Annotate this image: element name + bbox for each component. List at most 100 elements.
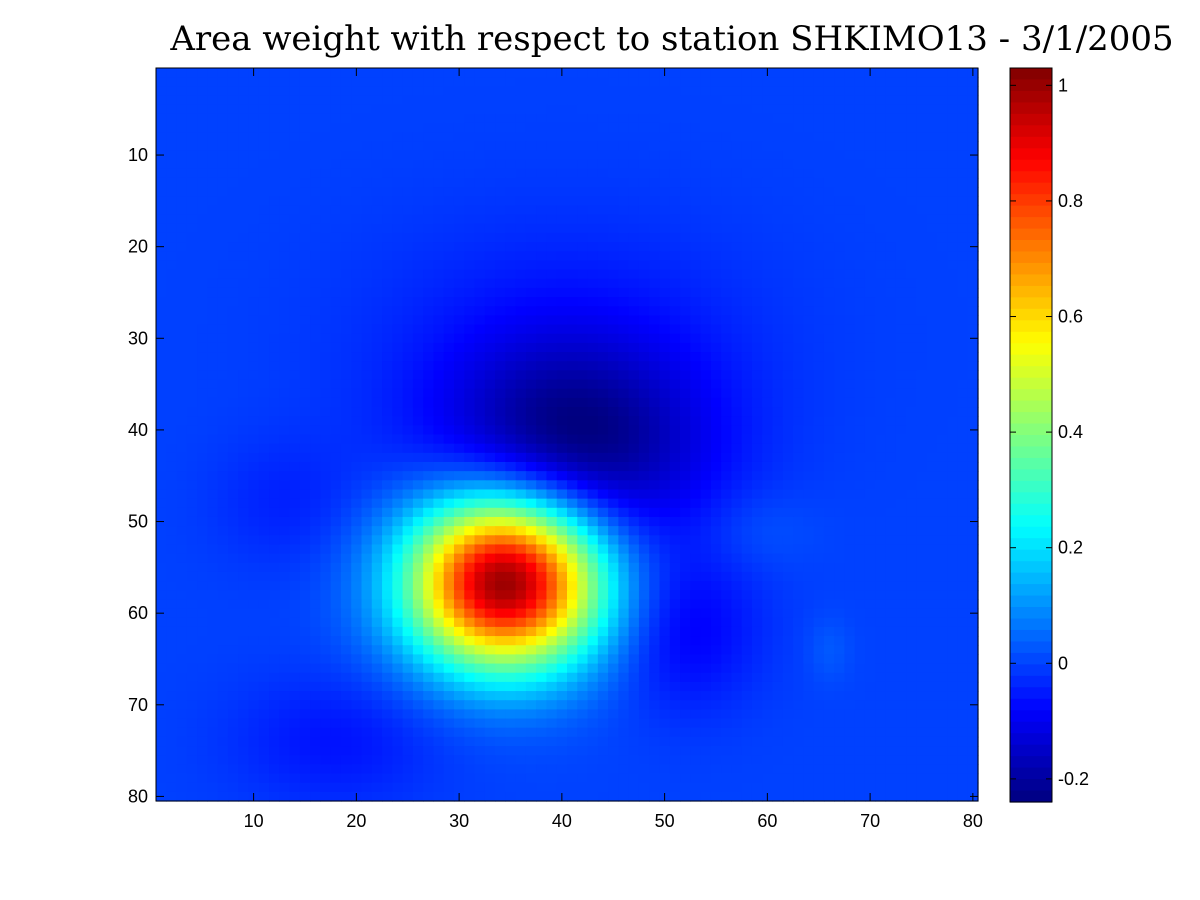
heatmap-cell <box>803 196 815 207</box>
heatmap-cell <box>649 388 661 399</box>
heatmap-cell <box>813 232 825 243</box>
heatmap-cell <box>495 77 506 87</box>
heatmap-cell <box>916 361 928 371</box>
heatmap-cell <box>844 306 856 316</box>
heatmap-cell <box>731 223 743 234</box>
heatmap-cell <box>936 516 948 527</box>
heatmap-cell <box>495 516 506 527</box>
heatmap-cell <box>906 498 917 509</box>
heatmap-cell <box>227 617 239 628</box>
heatmap-cell <box>412 122 424 133</box>
heatmap-cell <box>721 553 733 564</box>
heatmap-cell <box>474 187 486 197</box>
heatmap-cell <box>762 242 774 252</box>
heatmap-cell <box>382 407 393 417</box>
heatmap-cell <box>751 416 763 426</box>
heatmap-cell <box>875 526 887 536</box>
heatmap-cell <box>330 370 342 381</box>
heatmap-cell <box>474 77 486 87</box>
heatmap-cell <box>751 452 763 463</box>
heatmap-cell <box>269 461 280 472</box>
heatmap-cell <box>227 498 239 509</box>
heatmap-cell <box>854 516 866 527</box>
heatmap-cell <box>453 306 465 316</box>
heatmap-cell <box>340 498 352 509</box>
heatmap-cell <box>412 86 424 97</box>
heatmap-cell <box>567 535 578 546</box>
heatmap-cell <box>875 232 887 243</box>
heatmap-cell <box>525 77 537 87</box>
heatmap-cell <box>238 187 250 197</box>
heatmap-cell <box>238 397 250 408</box>
heatmap-cell <box>310 626 322 637</box>
heatmap-cell <box>248 168 260 179</box>
heatmap-cell <box>392 617 404 628</box>
heatmap-cell <box>371 443 383 454</box>
heatmap-cell <box>166 516 178 527</box>
heatmap-cell <box>721 544 733 555</box>
heatmap-cell <box>464 104 476 115</box>
heatmap-cell <box>505 562 517 573</box>
heatmap-cell <box>156 361 167 371</box>
heatmap-cell <box>906 196 917 207</box>
heatmap-cell <box>906 480 917 491</box>
heatmap-cell <box>382 489 393 500</box>
heatmap-cell <box>813 379 825 390</box>
heatmap-cell <box>515 544 527 555</box>
heatmap-cell <box>556 498 568 509</box>
heatmap-cell <box>330 242 342 252</box>
heatmap-cell <box>638 379 650 390</box>
heatmap-cell <box>371 324 383 335</box>
heatmap-cell <box>700 480 712 491</box>
heatmap-cell <box>906 361 917 371</box>
heatmap-cell <box>402 608 414 619</box>
heatmap-cell <box>464 507 476 518</box>
heatmap-cell <box>156 77 167 87</box>
heatmap-cell <box>310 232 322 243</box>
heatmap-cell <box>618 443 630 454</box>
heatmap-cell <box>310 489 322 500</box>
heatmap-cell <box>536 196 548 207</box>
heatmap-cell <box>577 159 589 170</box>
heatmap-cell <box>556 581 568 591</box>
heatmap-cell <box>279 297 291 307</box>
heatmap-cell <box>238 141 250 152</box>
heatmap-cell <box>793 526 804 536</box>
heatmap-cell <box>392 489 404 500</box>
heatmap-cell <box>156 232 167 243</box>
heatmap-cell <box>967 489 979 500</box>
heatmap-cell <box>813 434 825 445</box>
heatmap-cell <box>813 489 825 500</box>
heatmap-cell <box>238 132 250 142</box>
heatmap-cell <box>392 223 404 234</box>
heatmap-cell <box>680 379 691 390</box>
heatmap-cell <box>556 562 568 573</box>
heatmap-cell <box>895 489 907 500</box>
heatmap-cell <box>392 471 404 481</box>
heatmap-cell <box>772 352 784 362</box>
heatmap-cell <box>515 223 527 234</box>
heatmap-cell <box>844 425 856 436</box>
heatmap-cell <box>515 590 527 601</box>
heatmap-cell <box>197 407 208 417</box>
heatmap-cell <box>197 95 208 106</box>
heatmap-cell <box>854 177 866 188</box>
heatmap-cell <box>556 333 568 344</box>
heatmap-cell <box>618 370 630 381</box>
heatmap-cell <box>227 104 239 115</box>
heatmap-cell <box>649 196 661 207</box>
heatmap-cell <box>700 306 712 316</box>
heatmap-cell <box>351 636 363 646</box>
heatmap-cell <box>885 407 897 417</box>
heatmap-cell <box>310 461 322 472</box>
heatmap-cell <box>156 434 167 445</box>
heatmap-cell <box>659 361 671 371</box>
heatmap-cell <box>906 617 917 628</box>
heatmap-cell <box>248 626 260 637</box>
heatmap-cell <box>628 590 640 601</box>
heatmap-cell <box>751 425 763 436</box>
heatmap-cell <box>299 407 311 417</box>
heatmap-cell <box>453 425 465 436</box>
heatmap-cell <box>957 480 969 491</box>
heatmap-cell <box>731 498 743 509</box>
